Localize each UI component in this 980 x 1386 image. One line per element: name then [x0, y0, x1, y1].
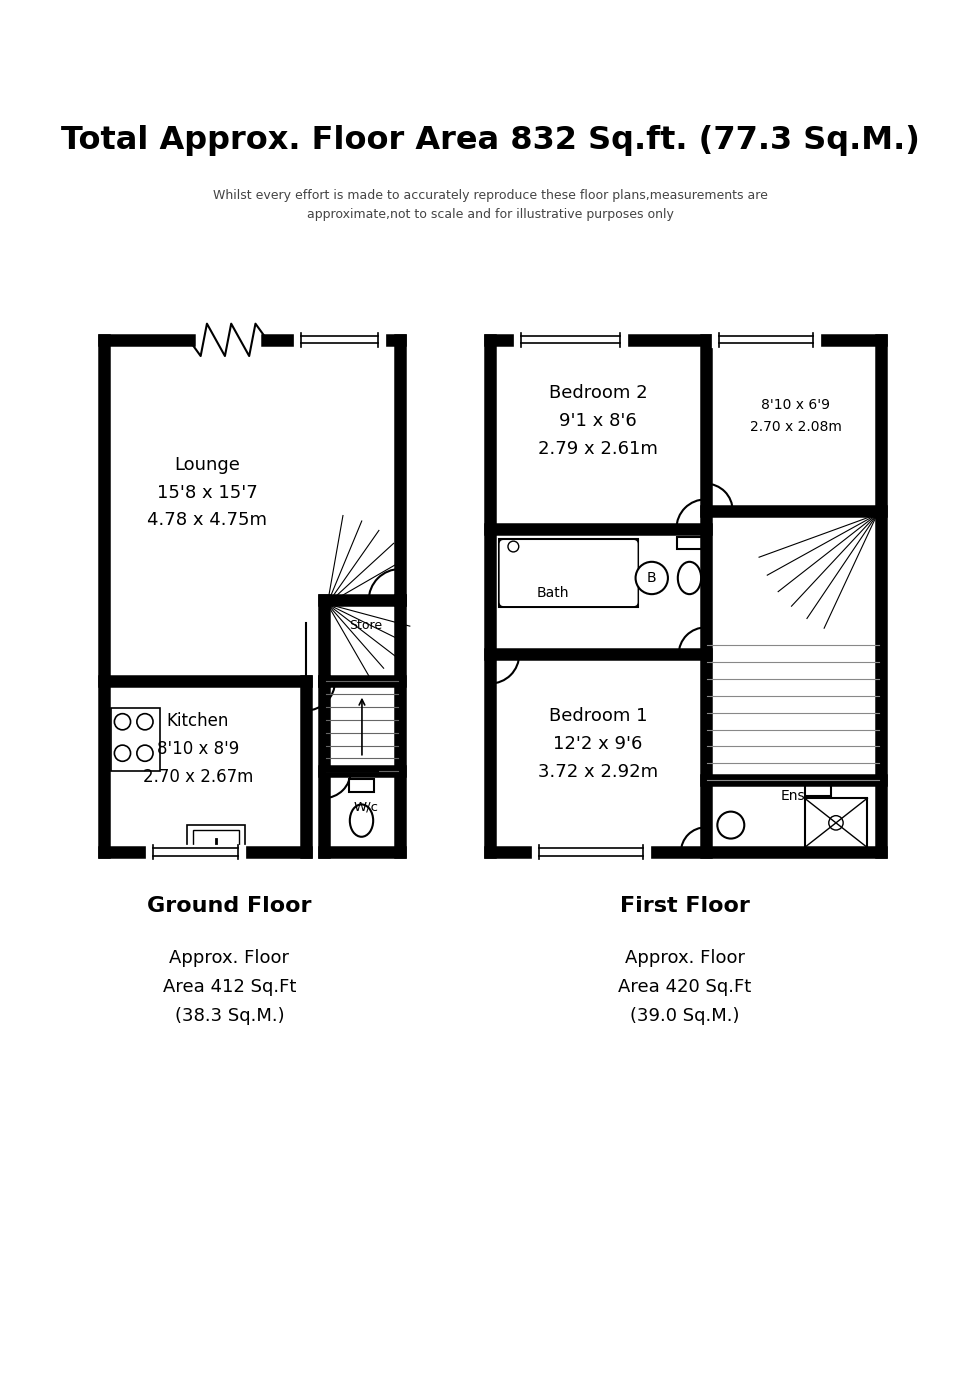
Text: W/c: W/c: [354, 801, 378, 814]
Text: Ens: Ens: [780, 790, 806, 804]
Text: Total Approx. Floor Area 832 Sq.ft. (77.3 Sq.M.): Total Approx. Floor Area 832 Sq.ft. (77.…: [61, 125, 919, 155]
Text: Store: Store: [350, 620, 382, 632]
Text: Kitchen
8'10 x 8'9
2.70 x 2.67m: Kitchen 8'10 x 8'9 2.70 x 2.67m: [143, 712, 253, 786]
Circle shape: [508, 541, 518, 552]
Circle shape: [137, 746, 153, 761]
Text: Bedroom 2
9'1 x 8'6
2.79 x 2.61m: Bedroom 2 9'1 x 8'6 2.79 x 2.61m: [538, 384, 658, 457]
Ellipse shape: [350, 804, 373, 837]
Text: Ground Floor: Ground Floor: [147, 895, 312, 916]
FancyBboxPatch shape: [499, 539, 638, 607]
Circle shape: [717, 812, 744, 839]
Text: B: B: [647, 571, 657, 585]
Bar: [111, 708, 160, 771]
Circle shape: [636, 561, 668, 595]
Bar: [349, 779, 374, 791]
Text: Whilst every effort is made to accurately reproduce these floor plans,measuremen: Whilst every effort is made to accuratel…: [213, 188, 767, 220]
Ellipse shape: [807, 809, 830, 841]
Bar: [677, 536, 702, 549]
Text: Approx. Floor
Area 412 Sq.Ft
(38.3 Sq.M.): Approx. Floor Area 412 Sq.Ft (38.3 Sq.M.…: [163, 948, 296, 1026]
Circle shape: [137, 714, 153, 730]
Circle shape: [829, 815, 843, 830]
Bar: [187, 825, 245, 859]
Text: Lounge
15'8 x 15'7
4.78 x 4.75m: Lounge 15'8 x 15'7 4.78 x 4.75m: [147, 456, 267, 529]
Text: Bedroom 1
12'2 x 9'6
3.72 x 2.92m: Bedroom 1 12'2 x 9'6 3.72 x 2.92m: [538, 707, 658, 782]
Bar: [499, 539, 638, 607]
Text: 8'10 x 6'9
2.70 x 2.08m: 8'10 x 6'9 2.70 x 2.08m: [750, 398, 842, 434]
Ellipse shape: [678, 561, 701, 595]
Circle shape: [115, 746, 130, 761]
Circle shape: [115, 714, 130, 730]
Text: Bath: Bath: [537, 586, 569, 600]
Bar: [805, 798, 867, 848]
Bar: [806, 783, 831, 797]
Text: Approx. Floor
Area 420 Sq.Ft
(39.0 Sq.M.): Approx. Floor Area 420 Sq.Ft (39.0 Sq.M.…: [618, 948, 752, 1026]
Bar: [192, 830, 239, 855]
Text: First Floor: First Floor: [620, 895, 750, 916]
